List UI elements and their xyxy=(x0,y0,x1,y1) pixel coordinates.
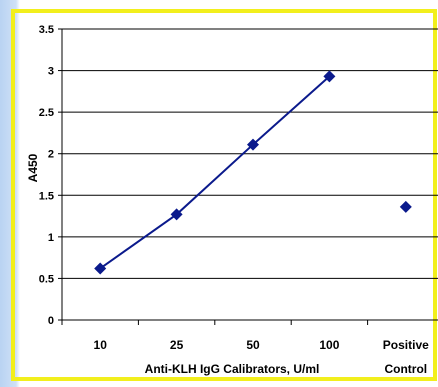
data-point-marker xyxy=(94,262,107,275)
data-point-marker xyxy=(399,200,412,213)
series-line xyxy=(99,75,331,270)
data-point-marker xyxy=(323,70,336,83)
x-tick-label-line2: Control xyxy=(384,362,427,376)
grid-layer xyxy=(62,28,438,279)
y-tick-label: 3 xyxy=(48,66,54,78)
y-tick-label: 1.5 xyxy=(39,190,54,202)
data-point-marker xyxy=(170,208,183,221)
y-tick-label: 0.5 xyxy=(39,273,54,285)
x-tick-label: 100 xyxy=(319,338,339,352)
x-tick-label: Positive xyxy=(383,338,429,352)
x-tick-label: 10 xyxy=(94,338,108,352)
series-layer xyxy=(94,70,412,275)
x-axis-label: Anti-KLH IgG Calibrators, U/ml xyxy=(145,362,320,376)
y-tick-label: 2 xyxy=(48,149,54,161)
x-tick-label: 50 xyxy=(246,338,260,352)
axis-layer xyxy=(58,28,438,325)
y-axis-label: A450 xyxy=(26,153,40,182)
y-tick-label: 1 xyxy=(48,232,54,244)
y-tick-label: 3.5 xyxy=(39,24,54,36)
y-tick-label: 0 xyxy=(48,315,54,327)
x-tick-label: 25 xyxy=(170,338,184,352)
data-point-marker xyxy=(247,138,259,151)
label-layer: A450 Anti-KLH IgG Calibrators, U/ml 0 0.5… xyxy=(26,24,429,376)
y-tick-label: 2.5 xyxy=(39,107,54,119)
